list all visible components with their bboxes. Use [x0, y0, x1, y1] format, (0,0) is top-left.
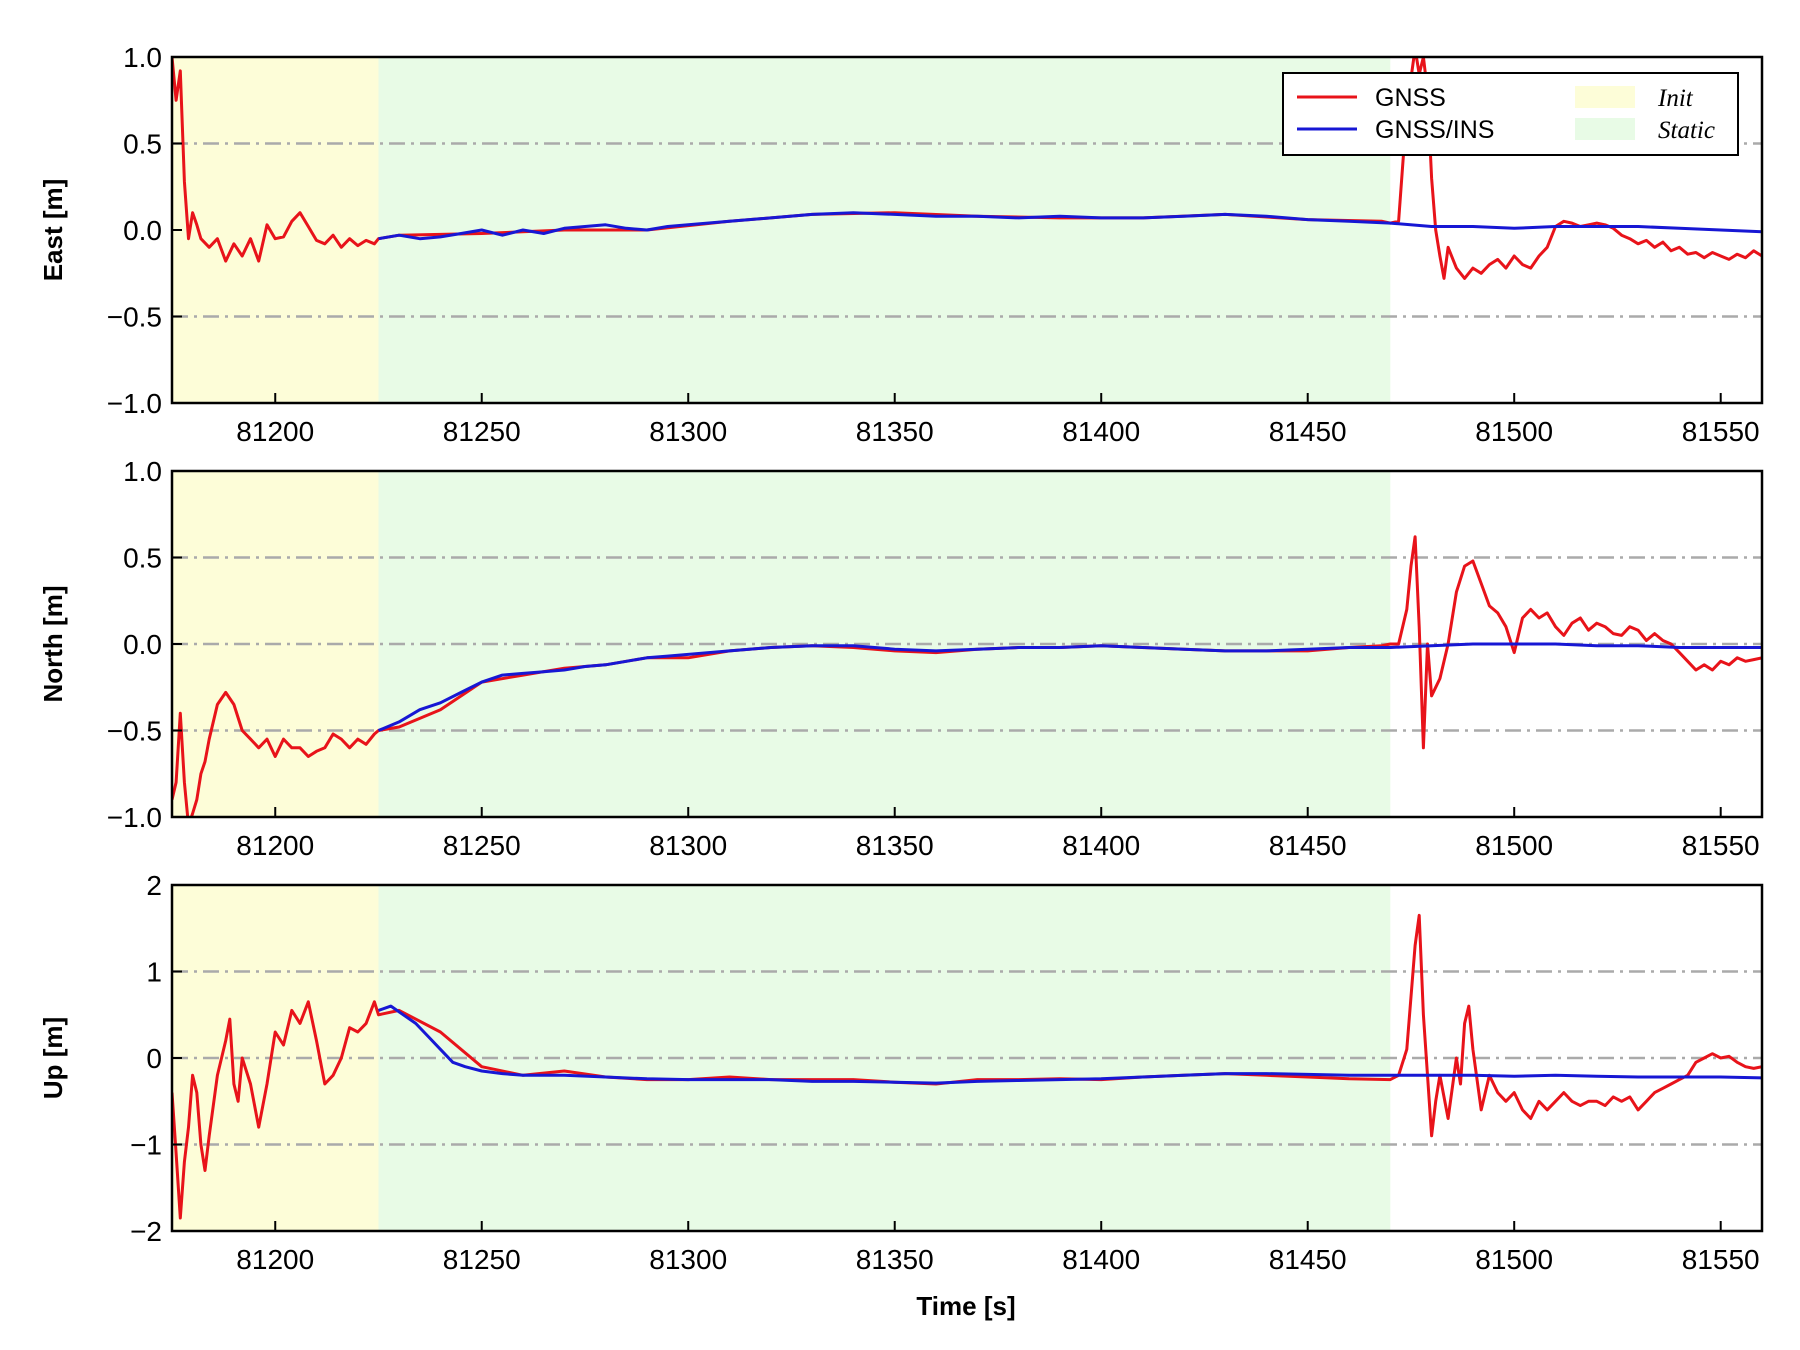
x-tick-label: 81450 [1269, 1244, 1347, 1275]
x-tick-label: 81250 [443, 1244, 521, 1275]
y-axis-label: East [m] [38, 179, 68, 282]
y-tick-label: −1 [130, 1130, 162, 1161]
x-tick-label: 81550 [1682, 1244, 1760, 1275]
region-init [172, 57, 379, 403]
subplots: 1.0 0.5 0.0 −0.5 −1.0 81200 81250 81300 81350 814… [38, 42, 1764, 1275]
x-tick-label: 81300 [649, 1244, 727, 1275]
x-tick-label: 81500 [1475, 1244, 1553, 1275]
legend-swatch-static [1575, 118, 1635, 140]
y-tick-label: 1.0 [123, 456, 162, 487]
y-tick-label: 1 [146, 957, 162, 988]
legend-label-static: Static [1658, 117, 1715, 144]
y-tick-label: −0.5 [107, 302, 162, 333]
x-tick-label: 81350 [856, 416, 934, 447]
y-axis-label: Up [m] [38, 1017, 68, 1099]
y-tick-label: −1.0 [107, 388, 162, 419]
x-tick-label: 81400 [1062, 830, 1140, 861]
series-gnss-ins [378, 1004, 1762, 1085]
y-tick-label: −0.5 [107, 716, 162, 747]
x-tick-label: 81450 [1269, 830, 1347, 861]
x-tick-label: 81300 [649, 416, 727, 447]
y-tick-label: 0.0 [123, 215, 162, 246]
x-tick-label: 81200 [236, 416, 314, 447]
subplot-north: 1.0 0.5 0.0 −0.5 −1.0 81200 81250 81300 81350 814… [38, 456, 1764, 861]
subplot-up: 2 1 0 −1 −2 81200 81250 81300 81350 81400 81450 815… [38, 870, 1764, 1275]
x-tick-label: 81200 [236, 1244, 314, 1275]
x-tick-label: 81400 [1062, 1244, 1140, 1275]
subplot-east: 1.0 0.5 0.0 −0.5 −1.0 81200 81250 81300 81350 814… [38, 42, 1764, 447]
x-tick-label: 81350 [856, 1244, 934, 1275]
y-tick-label: 0.5 [123, 543, 162, 574]
y-tick-label: 1.0 [123, 42, 162, 73]
legend-swatch-init [1575, 86, 1635, 108]
y-axis-label: North [m] [38, 586, 68, 703]
x-tick-label: 81400 [1062, 416, 1140, 447]
x-tick-label: 81500 [1475, 416, 1553, 447]
y-tick-label: −1.0 [107, 802, 162, 833]
x-tick-label: 81300 [649, 830, 727, 861]
x-tick-label: 81250 [443, 830, 521, 861]
x-tick-label: 81500 [1475, 830, 1553, 861]
legend-label-gnss: GNSS [1375, 84, 1446, 112]
legend: GNSS GNSS/INS Init Static [1282, 72, 1739, 156]
series-gnss-ins [377, 642, 1762, 732]
legend-box [1282, 72, 1739, 156]
y-tick-label: 0.5 [123, 129, 162, 160]
x-tick-label: 81250 [443, 416, 521, 447]
x-tick-label: 81450 [1269, 416, 1347, 447]
legend-label-gnss-ins: GNSS/INS [1375, 116, 1494, 144]
x-axis-label: Time [s] [916, 1291, 1015, 1321]
legend-label-init: Init [1657, 85, 1694, 112]
x-tick-label: 81200 [236, 830, 314, 861]
x-tick-label: 81350 [856, 830, 934, 861]
y-tick-label: 0 [146, 1043, 162, 1074]
series-gnss-ins [378, 211, 1762, 241]
y-tick-label: 0.0 [123, 629, 162, 660]
series-gnss [172, 57, 1762, 280]
x-tick-label: 81550 [1682, 830, 1760, 861]
x-tick-label: 81550 [1682, 416, 1760, 447]
y-tick-label: −2 [130, 1216, 162, 1247]
y-tick-label: 2 [146, 870, 162, 901]
